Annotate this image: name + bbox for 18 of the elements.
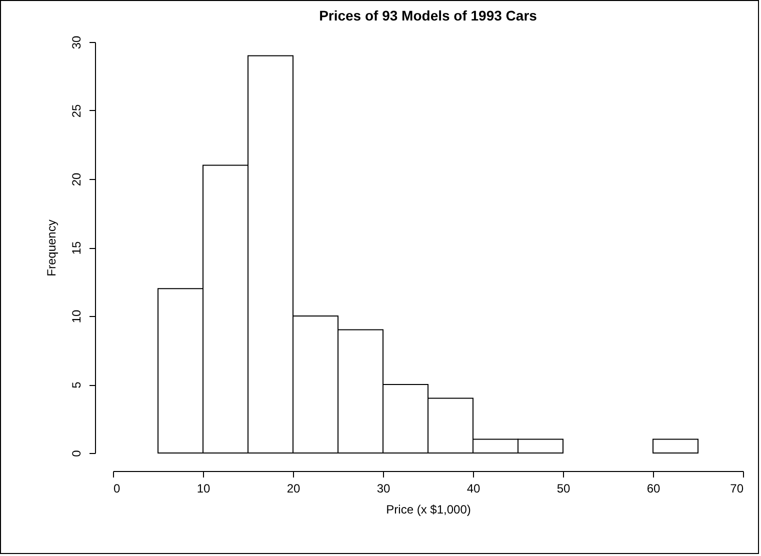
- y-axis-title: Frequency: [44, 220, 58, 276]
- x-tick-label: 20: [286, 482, 300, 496]
- x-tick-label: 40: [466, 482, 480, 496]
- y-tick-label: 10: [70, 310, 84, 324]
- y-tick-label: 20: [70, 172, 84, 186]
- y-tick-label: 25: [70, 104, 84, 118]
- y-tick-label: 30: [70, 36, 84, 50]
- x-axis-title: Price (x $1,000): [386, 502, 471, 516]
- x-tick-label: 50: [556, 482, 570, 496]
- y-tick-label: 15: [70, 241, 84, 255]
- chart-title: Prices of 93 Models of 1993 Cars: [319, 7, 538, 24]
- y-tick-label: 0: [70, 450, 84, 457]
- x-tick-label: 70: [730, 482, 744, 496]
- x-tick-label: 60: [646, 482, 660, 496]
- x-tick-label: 0: [114, 482, 120, 496]
- y-tick-label: 5: [70, 381, 84, 388]
- x-tick-label: 10: [196, 482, 210, 496]
- x-tick-label: 30: [376, 482, 390, 496]
